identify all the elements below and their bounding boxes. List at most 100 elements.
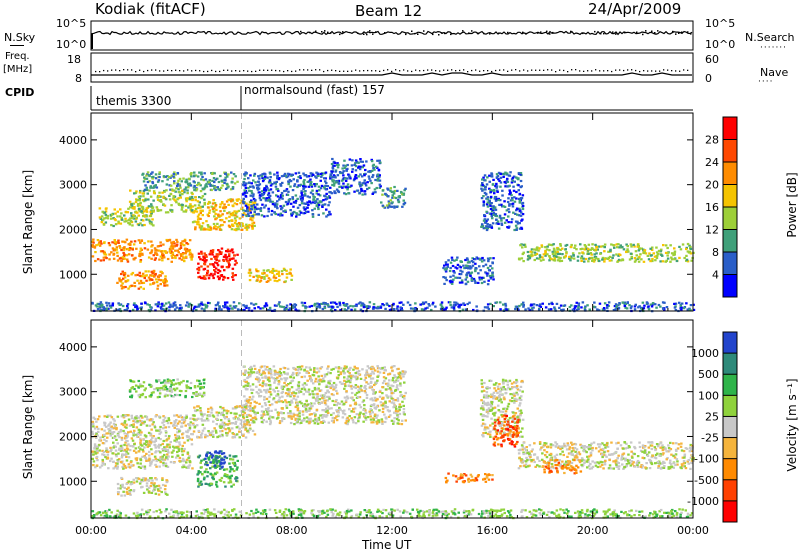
data-cell (150, 394, 153, 397)
data-cell (152, 484, 156, 487)
data-cell (159, 195, 162, 198)
data-cell (341, 186, 344, 189)
data-cell (328, 211, 331, 214)
nave-dot (295, 70, 297, 72)
data-cell (177, 188, 180, 191)
data-cell (145, 452, 148, 455)
data-cell (230, 200, 233, 203)
data-cell (160, 381, 163, 384)
data-cell (181, 253, 185, 256)
data-cell (304, 202, 308, 205)
data-cell (556, 259, 560, 262)
data-cell (115, 246, 119, 249)
data-cell (203, 186, 207, 189)
data-cell (272, 269, 275, 272)
data-cell (100, 242, 103, 245)
data-cell (372, 418, 375, 421)
data-cell (510, 194, 513, 197)
data-cell (411, 307, 415, 310)
data-cell (344, 186, 348, 189)
data-cell (486, 196, 490, 199)
data-cell (331, 166, 334, 169)
data-cell (133, 214, 136, 218)
data-cell (241, 213, 245, 217)
data-cell (122, 240, 125, 243)
data-cell (596, 248, 599, 251)
data-cell (490, 215, 493, 218)
data-cell (140, 281, 144, 285)
data-cell (162, 459, 165, 462)
data-cell (448, 269, 452, 273)
data-cell (519, 197, 523, 200)
data-cell (507, 226, 510, 229)
data-cell (216, 226, 219, 229)
data-cell (491, 189, 494, 192)
data-cell (175, 456, 178, 459)
data-cell (354, 175, 357, 178)
data-cell (131, 224, 134, 227)
data-cell (163, 379, 166, 382)
data-cell (131, 439, 135, 442)
data-cell (579, 248, 582, 251)
data-cell (165, 479, 168, 482)
data-cell (209, 251, 212, 254)
data-cell (110, 425, 113, 428)
data-cell (375, 307, 379, 310)
data-cell (139, 437, 142, 440)
data-cell (391, 201, 394, 204)
data-cell (132, 303, 136, 306)
nave-dot (379, 70, 381, 72)
data-cell (135, 459, 138, 462)
data-cell (187, 429, 190, 432)
data-cell (162, 385, 165, 388)
data-cell (151, 206, 154, 209)
data-cell (154, 272, 157, 276)
data-cell (249, 218, 252, 221)
data-cell (629, 252, 633, 255)
data-cell (673, 258, 676, 261)
nave-dot (383, 69, 385, 72)
data-cell (654, 303, 657, 306)
data-cell (592, 248, 596, 251)
data-cell (449, 281, 453, 284)
data-cell (93, 245, 97, 248)
data-cell (233, 436, 237, 439)
nave-dot (495, 69, 497, 72)
data-cell (214, 454, 218, 458)
data-cell (92, 241, 95, 244)
data-cell (520, 227, 524, 230)
data-cell (129, 395, 132, 398)
data-cell (154, 457, 158, 460)
data-cell (214, 267, 218, 270)
data-cell (316, 202, 320, 205)
data-cell (661, 301, 665, 304)
data-cell (304, 210, 308, 213)
data-cell (514, 220, 518, 223)
data-cell (164, 385, 168, 388)
data-cell (122, 251, 125, 255)
data-cell (220, 179, 224, 182)
data-cell (110, 251, 113, 254)
data-cell (257, 270, 260, 273)
data-cell (200, 307, 204, 310)
data-cell (162, 243, 165, 246)
data-cell (246, 226, 249, 229)
data-cell (206, 270, 210, 273)
data-cell (463, 267, 466, 270)
nave-dot (651, 70, 653, 72)
data-cell (252, 179, 255, 182)
data-cell (103, 251, 106, 254)
data-cell (515, 305, 519, 308)
data-cell (135, 199, 139, 202)
nave-dot (387, 69, 389, 71)
data-cell (258, 183, 262, 186)
data-cell (561, 247, 564, 250)
data-cell (595, 246, 599, 249)
data-cell (235, 479, 238, 482)
data-cell (570, 243, 573, 247)
data-cell (201, 386, 204, 389)
data-cell (199, 184, 202, 187)
data-cell (197, 266, 201, 269)
data-cell (212, 458, 215, 461)
